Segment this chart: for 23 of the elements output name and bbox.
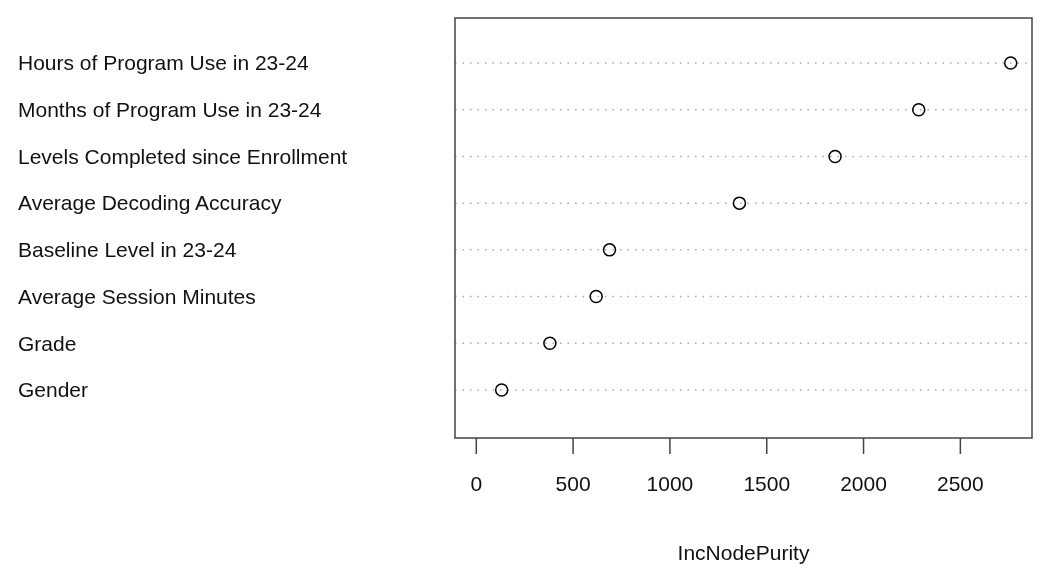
point <box>602 243 617 257</box>
point <box>911 102 926 117</box>
point <box>589 289 603 304</box>
point <box>494 383 509 397</box>
x-tick-label: 1500 <box>743 472 791 495</box>
x-tick-label: 2500 <box>937 472 984 495</box>
y-tick-label: Baseline Level in 23-24 <box>18 238 237 262</box>
y-tick-label: Hours of Program Use in 23-24 <box>18 51 309 75</box>
x-tick-label: 500 <box>555 472 591 495</box>
point <box>828 149 842 164</box>
x-axis-title: IncNodePurity <box>677 541 810 564</box>
y-tick-label: Months of Program Use in 23-24 <box>18 98 322 122</box>
point <box>732 196 747 210</box>
y-tick-label: Average Decoding Accuracy <box>18 191 282 215</box>
y-tick-label: Average Session Minutes <box>18 284 256 308</box>
point <box>1003 56 1018 70</box>
y-tick-label: Grade <box>18 331 77 355</box>
y-tick-label: Levels Completed since Enrollment <box>18 144 348 168</box>
x-tick-label: 1000 <box>646 472 694 495</box>
x-tick-label: 2000 <box>840 472 887 495</box>
x-tick-label: 0 <box>470 472 483 495</box>
y-tick-label: Gender <box>18 378 89 402</box>
point <box>543 336 557 351</box>
